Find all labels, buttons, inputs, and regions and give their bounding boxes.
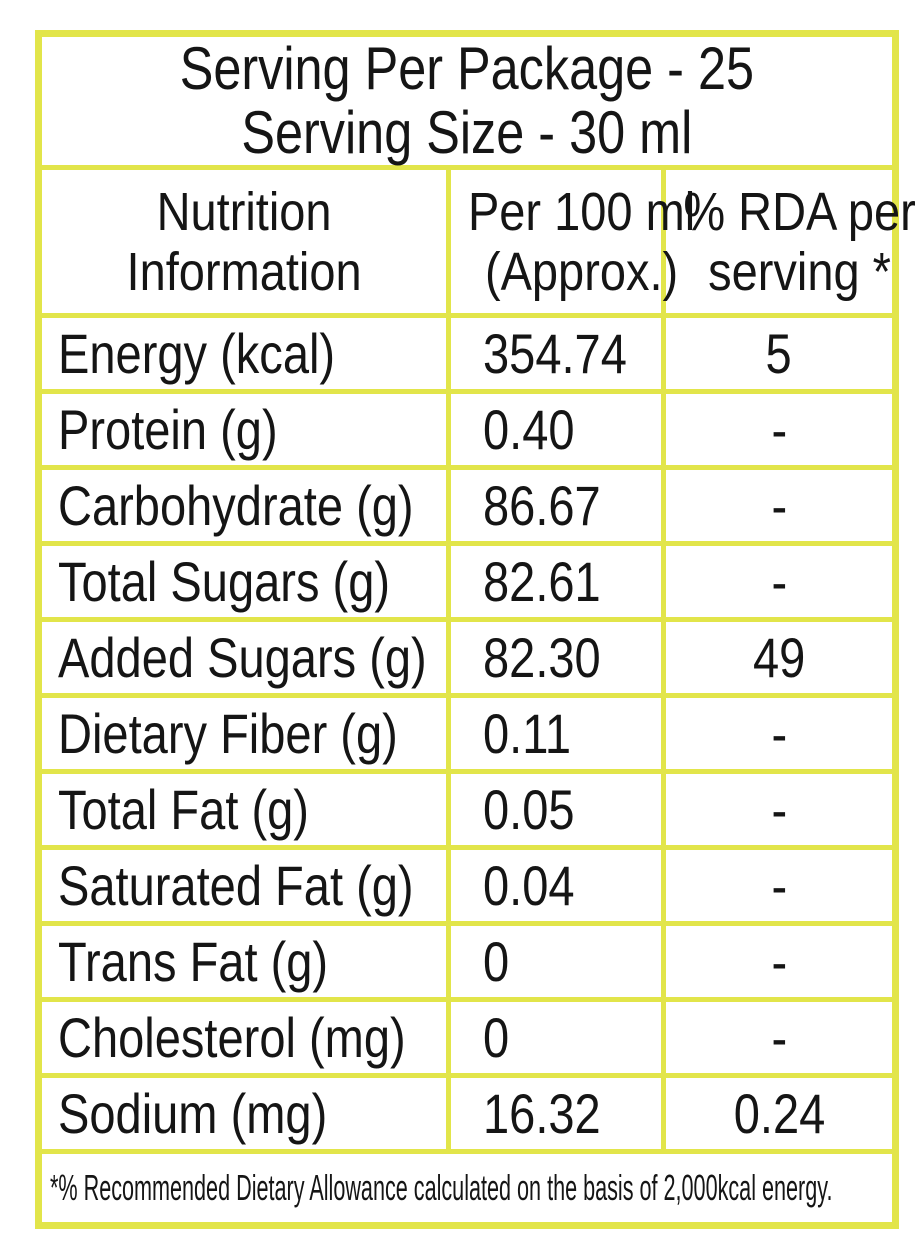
row-total-sugars: Total Sugars (g) 82.61 - [36, 541, 898, 622]
row-label-cell: Saturated Fat (g) [36, 845, 451, 926]
column-header-rda-line1: % RDA per [683, 181, 916, 242]
row-protein: Protein (g) 0.40 - [36, 389, 898, 470]
rda-cell: - [661, 921, 898, 1002]
row-label-cell: Added Sugars (g) [36, 617, 451, 698]
row-label-cell: Protein (g) [36, 389, 451, 470]
per-100ml-cell: 0 [446, 921, 666, 1002]
rda-cell: 0.24 [661, 1073, 898, 1154]
row-added-sugars: Added Sugars (g) 82.30 49 [36, 617, 898, 698]
per-100ml-cell: 0.11 [446, 693, 666, 774]
row-label-cell: Total Sugars (g) [36, 541, 451, 622]
rda-cell: - [661, 769, 898, 850]
per-100ml-cell: 82.61 [446, 541, 666, 622]
per-100ml-cell: 354.74 [446, 313, 666, 394]
serving-info-row: Serving Per Package - 25 Serving Size - … [36, 31, 898, 170]
row-label-cell: Cholesterol (mg) [36, 997, 451, 1078]
row-label-cell: Sodium (mg) [36, 1073, 451, 1154]
rda-cell: - [661, 997, 898, 1078]
column-header-per-100ml: Per 100 ml (Approx.) [446, 165, 695, 318]
column-header-rda-line2: serving * [708, 241, 891, 302]
row-carbohydrate: Carbohydrate (g) 86.67 - [36, 465, 898, 546]
row-dietary-fiber: Dietary Fiber (g) 0.11 - [36, 693, 898, 774]
serving-per-package: Serving Per Package - 25 [179, 35, 755, 102]
per-100ml-cell: 82.30 [446, 617, 666, 698]
rda-cell: 5 [661, 313, 898, 394]
rda-footnote: *% Recommended Dietary Allowance calcula… [50, 1167, 833, 1208]
column-header-nutrition-line1: Nutrition [156, 181, 332, 242]
serving-info-text: Serving Per Package - 25 Serving Size - … [180, 37, 754, 165]
column-header-nutrition-line2: Information [126, 241, 362, 302]
serving-size: Serving Size - 30 ml [241, 99, 693, 166]
rda-cell: - [661, 541, 898, 622]
per-100ml-cell: 0.04 [446, 845, 666, 926]
row-label-cell: Dietary Fiber (g) [36, 693, 451, 774]
column-header-nutrition: Nutrition Information [36, 165, 451, 318]
row-trans-fat: Trans Fat (g) 0 - [36, 921, 898, 1002]
per-100ml-cell: 16.32 [446, 1073, 666, 1154]
footnote-row: *% Recommended Dietary Allowance calcula… [36, 1149, 898, 1228]
nutrition-table: Serving Per Package - 25 Serving Size - … [35, 30, 916, 1229]
row-label-cell: Energy (kcal) [36, 313, 451, 394]
per-100ml-cell: 86.67 [446, 465, 666, 546]
row-total-fat: Total Fat (g) 0.05 - [36, 769, 898, 850]
column-header-row: Nutrition Information Per 100 ml (Approx… [36, 165, 916, 318]
rda-cell: - [661, 693, 898, 774]
serving-info-cell: Serving Per Package - 25 Serving Size - … [36, 31, 898, 170]
row-saturated-fat: Saturated Fat (g) 0.04 - [36, 845, 898, 926]
per-100ml-cell: 0.40 [446, 389, 666, 470]
rda-cell: - [661, 389, 898, 470]
column-header-rda: % RDA per serving * [661, 165, 916, 318]
row-cholesterol: Cholesterol (mg) 0 - [36, 997, 898, 1078]
row-sodium: Sodium (mg) 16.32 0.24 [36, 1073, 898, 1154]
row-energy: Energy (kcal) 354.74 5 [36, 313, 898, 394]
rda-cell: - [661, 465, 898, 546]
row-label-cell: Total Fat (g) [36, 769, 451, 850]
rda-cell: 49 [661, 617, 898, 698]
rda-cell: - [661, 845, 898, 926]
column-header-per-100ml-line1: Per 100 ml [467, 181, 696, 242]
row-label-cell: Trans Fat (g) [36, 921, 451, 1002]
footnote-cell: *% Recommended Dietary Allowance calcula… [36, 1149, 898, 1228]
per-100ml-cell: 0 [446, 997, 666, 1078]
row-label-cell: Carbohydrate (g) [36, 465, 451, 546]
per-100ml-cell: 0.05 [446, 769, 666, 850]
column-header-per-100ml-line2: (Approx.) [484, 241, 679, 302]
